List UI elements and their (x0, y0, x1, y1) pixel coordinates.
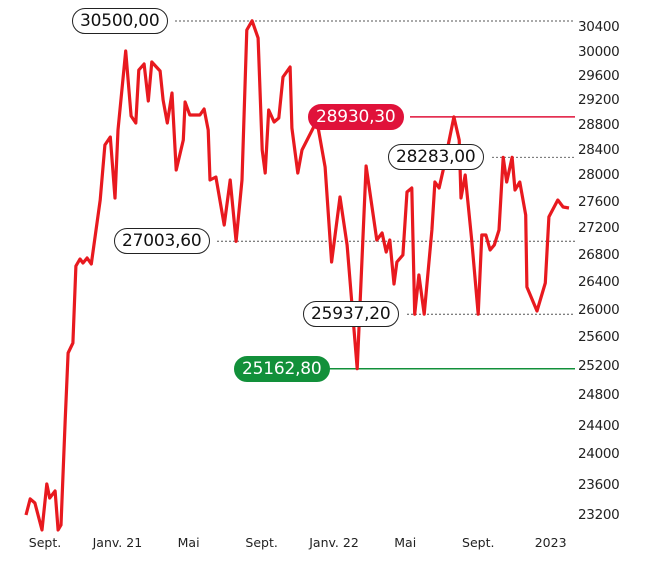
x-tick-label: 2023 (534, 535, 567, 550)
y-tick-label: 29200 (578, 92, 620, 108)
annotation-label-plain: 28283,00 (388, 144, 484, 171)
y-tick-label: 23600 (578, 477, 620, 493)
y-tick-label: 30000 (578, 44, 620, 60)
x-tick-label: Sept. (462, 535, 495, 550)
y-tick-label: 26000 (578, 302, 620, 318)
y-tick-label: 23200 (578, 507, 620, 523)
y-tick-label: 29600 (578, 68, 620, 84)
annotation-label-plain: 27003,60 (114, 228, 210, 255)
y-tick-label: 28400 (578, 142, 620, 158)
y-tick-label: 28800 (578, 117, 620, 133)
annotation-label-low: 25162,80 (234, 355, 330, 382)
annotation-label-plain: 30500,00 (72, 8, 168, 34)
y-tick-label: 27200 (578, 220, 620, 236)
x-tick-label: Mai (394, 535, 417, 550)
y-tick-label: 27600 (578, 194, 620, 210)
y-tick-label: 28000 (578, 167, 620, 183)
y-tick-label: 24000 (578, 446, 620, 462)
annotation-label-high: 28930,30 (308, 103, 404, 130)
y-tick-label: 30400 (578, 19, 620, 35)
x-tick-label: Janv. 21 (92, 535, 143, 550)
y-tick-label: 26800 (578, 247, 620, 263)
y-tick-label: 24400 (578, 418, 620, 434)
x-tick-label: Sept. (245, 535, 278, 550)
y-tick-label: 26400 (578, 274, 620, 290)
x-tick-label: Janv. 22 (309, 535, 359, 550)
x-tick-label: Sept. (28, 535, 62, 550)
price-line (24, 19, 570, 532)
annotation-label-plain: 25937,20 (303, 301, 399, 328)
x-tick-label: Mai (177, 535, 200, 550)
y-tick-label: 25200 (578, 358, 620, 374)
y-tick-label: 25600 (578, 329, 620, 345)
y-tick-label: 24800 (578, 387, 620, 403)
